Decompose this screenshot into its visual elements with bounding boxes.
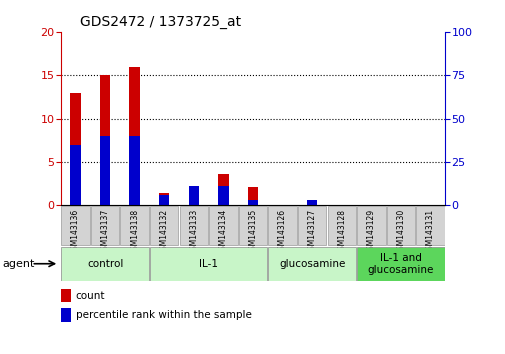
Text: GSM143127: GSM143127 <box>307 209 316 255</box>
Bar <box>218 186 228 205</box>
Bar <box>218 174 228 205</box>
Bar <box>70 93 80 205</box>
Bar <box>61 247 148 281</box>
Text: glucosamine: glucosamine <box>278 259 345 269</box>
Text: control: control <box>87 259 123 269</box>
Bar <box>61 308 71 322</box>
Bar <box>70 144 80 205</box>
Text: IL-1 and
glucosamine: IL-1 and glucosamine <box>367 253 433 275</box>
Text: GSM143129: GSM143129 <box>366 209 375 255</box>
Bar <box>247 187 258 205</box>
Text: percentile rank within the sample: percentile rank within the sample <box>75 310 251 320</box>
Text: agent: agent <box>3 259 35 269</box>
Bar <box>307 200 317 205</box>
Text: GSM143126: GSM143126 <box>278 209 286 255</box>
Bar <box>386 206 414 245</box>
Text: count: count <box>75 291 105 301</box>
Bar <box>297 206 326 245</box>
Bar <box>120 206 148 245</box>
Bar <box>150 206 178 245</box>
Bar <box>61 206 89 245</box>
Bar <box>357 206 385 245</box>
Text: GDS2472 / 1373725_at: GDS2472 / 1373725_at <box>80 16 240 29</box>
Bar <box>159 195 169 205</box>
Text: GSM143133: GSM143133 <box>189 209 198 255</box>
Bar <box>129 136 139 205</box>
Text: GSM143134: GSM143134 <box>219 209 227 255</box>
Text: GSM143131: GSM143131 <box>425 209 434 255</box>
Bar <box>247 200 258 205</box>
Bar <box>268 247 355 281</box>
Bar <box>150 247 267 281</box>
Text: GSM143138: GSM143138 <box>130 209 139 255</box>
Bar <box>61 289 71 302</box>
Bar <box>91 206 119 245</box>
Bar <box>238 206 267 245</box>
Bar <box>209 206 237 245</box>
Text: GSM143137: GSM143137 <box>100 209 110 255</box>
Bar <box>268 206 296 245</box>
Text: GSM143130: GSM143130 <box>395 209 405 255</box>
Text: GSM143132: GSM143132 <box>160 209 169 255</box>
Bar <box>99 75 110 205</box>
Text: IL-1: IL-1 <box>199 259 218 269</box>
Bar <box>416 206 444 245</box>
Bar <box>327 206 355 245</box>
Bar <box>188 186 198 205</box>
Text: GSM143128: GSM143128 <box>336 209 345 255</box>
Bar <box>357 247 444 281</box>
Bar <box>159 193 169 205</box>
Bar <box>99 136 110 205</box>
Text: GSM143135: GSM143135 <box>248 209 257 255</box>
Bar <box>129 67 139 205</box>
Bar <box>179 206 208 245</box>
Bar <box>188 186 198 205</box>
Text: GSM143136: GSM143136 <box>71 209 80 255</box>
